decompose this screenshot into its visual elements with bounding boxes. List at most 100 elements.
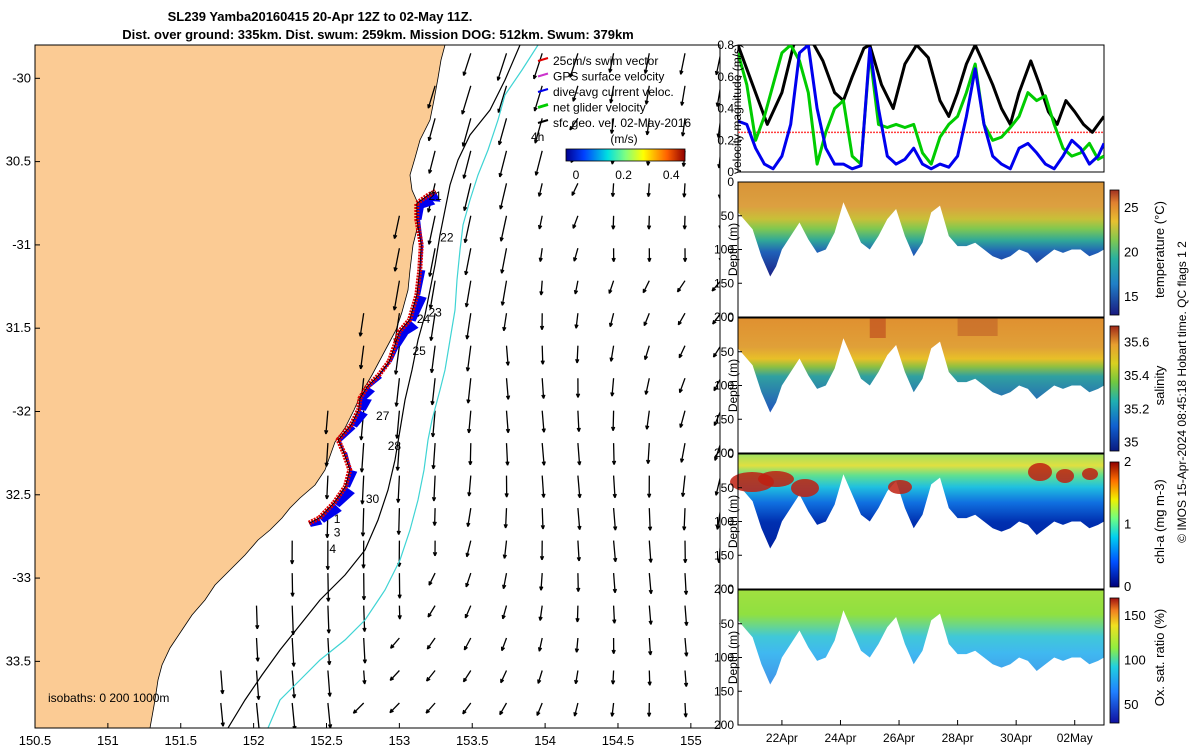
velocity-vector	[677, 312, 686, 326]
velocity-vector	[611, 215, 616, 230]
velocity-vector	[683, 702, 688, 718]
velocity-vector	[503, 508, 508, 529]
credit-text: © IMOS 15-Apr-2024 08:45:18 Hobart time.…	[1175, 241, 1189, 543]
velocity-vector	[647, 670, 652, 686]
velocity-vector	[505, 443, 510, 466]
glider-track-core	[308, 191, 436, 524]
velocity-vector	[326, 573, 331, 602]
velocity-vector	[538, 248, 543, 262]
section-data-fill	[738, 182, 1104, 277]
map-x-tick-label: 152	[243, 733, 265, 748]
day-label: 25	[412, 344, 426, 358]
map-y-tick-label: 33.5	[6, 653, 31, 668]
velocity-vector	[712, 313, 720, 325]
velocity-vector	[577, 508, 582, 531]
chl-maximum-patch	[1082, 468, 1098, 480]
velocity-vector	[325, 540, 330, 571]
velocity-vector	[221, 736, 226, 750]
velocity-vector	[610, 378, 615, 397]
velocity-vector	[573, 702, 579, 717]
velocity-vector	[358, 345, 365, 370]
velocity-vector	[361, 540, 366, 569]
velocity-vector	[680, 475, 686, 498]
velocity-vector	[541, 378, 546, 399]
map-colorbar-tick-label: 0.4	[663, 168, 680, 182]
velocity-vector	[643, 312, 650, 327]
velocity-vector	[431, 475, 437, 502]
velocity-vector	[576, 573, 581, 592]
day-label: 22	[440, 231, 454, 245]
velocity-vector	[360, 508, 366, 537]
section-colorbar	[1109, 189, 1120, 316]
velocity-vector	[574, 313, 579, 329]
velocity-vector	[396, 508, 401, 535]
section-colorbar	[1109, 597, 1120, 724]
velocity-vector	[608, 313, 615, 328]
section-colorbar-tick-label: 150	[1124, 608, 1146, 623]
velocity-vector	[220, 670, 225, 695]
velocity-vector	[255, 637, 260, 662]
velocity-ylabel: velocity magnitude (m/s)	[730, 44, 744, 174]
chl-maximum-patch	[888, 480, 912, 494]
velocity-vector	[463, 183, 472, 212]
depth-axis-label: Depth (m)	[726, 495, 740, 548]
time-tick-label: 22Apr	[766, 731, 798, 745]
velocity-vector	[643, 345, 650, 361]
velocity-vector	[645, 410, 650, 430]
velocity-vector	[397, 573, 402, 599]
salinity-max-patch	[869, 318, 886, 338]
velocity-vector	[431, 443, 436, 470]
map-x-tick-label: 152.5	[310, 733, 343, 748]
velocity-vector	[537, 637, 543, 652]
velocity-vector	[360, 475, 365, 505]
velocity-vector	[572, 215, 579, 229]
section-data-fill	[738, 590, 1104, 685]
day-label: 3	[334, 525, 341, 539]
velocity-vector	[425, 702, 436, 714]
velocity-vector	[573, 248, 579, 262]
velocity-vector	[498, 150, 508, 178]
velocity-vector	[644, 85, 650, 105]
velocity-vector	[466, 378, 472, 404]
legend-entry: sfc geo. vel. 02-May-2016	[553, 116, 691, 130]
day-label: 30	[366, 492, 380, 506]
map-y-tick-label: -31	[12, 237, 31, 252]
velocity-vector	[611, 637, 616, 654]
velocity-vector	[499, 215, 508, 242]
velocity-vector	[608, 280, 615, 294]
depth-tick-label: 200	[714, 446, 734, 460]
velocity-vector	[505, 378, 511, 400]
section-colorbar-tick-label: 35.4	[1124, 368, 1149, 383]
section-colorbar-label: temperature (°C)	[1152, 201, 1167, 298]
speed-key-label: 4h	[531, 130, 544, 144]
velocity-vector	[683, 670, 689, 687]
velocity-vector	[648, 573, 653, 595]
velocity-vector	[462, 150, 472, 179]
velocity-vector	[499, 183, 508, 210]
velocity-vector	[646, 183, 651, 197]
map-y-tick-label: 30.5	[6, 154, 31, 169]
velocity-vector	[574, 670, 579, 685]
velocity-vector	[352, 736, 364, 748]
map-x-tick-label: 155	[680, 733, 702, 748]
velocity-vector	[462, 670, 472, 683]
depth-axis-label: Depth (m)	[726, 631, 740, 684]
velocity-vector	[428, 572, 436, 586]
section-colorbar-label: salinity	[1152, 365, 1167, 405]
depth-tick-label: 200	[714, 310, 734, 324]
velocity-vector	[612, 540, 618, 563]
current-vector-patch	[428, 191, 441, 202]
velocity-vector	[682, 183, 687, 198]
velocity-vector	[538, 605, 543, 621]
depth-tick-label: 100	[714, 243, 734, 257]
velocity-vector	[608, 53, 615, 73]
velocity-vector	[684, 637, 689, 657]
map-y-tick-label: -30	[12, 70, 31, 85]
velocity-vector	[718, 257, 720, 262]
section-data-fill	[738, 454, 1104, 549]
velocity-vector	[327, 670, 332, 697]
day-label: 4	[329, 542, 336, 556]
velocity-vector	[647, 508, 653, 531]
velocity-vector	[609, 118, 615, 134]
